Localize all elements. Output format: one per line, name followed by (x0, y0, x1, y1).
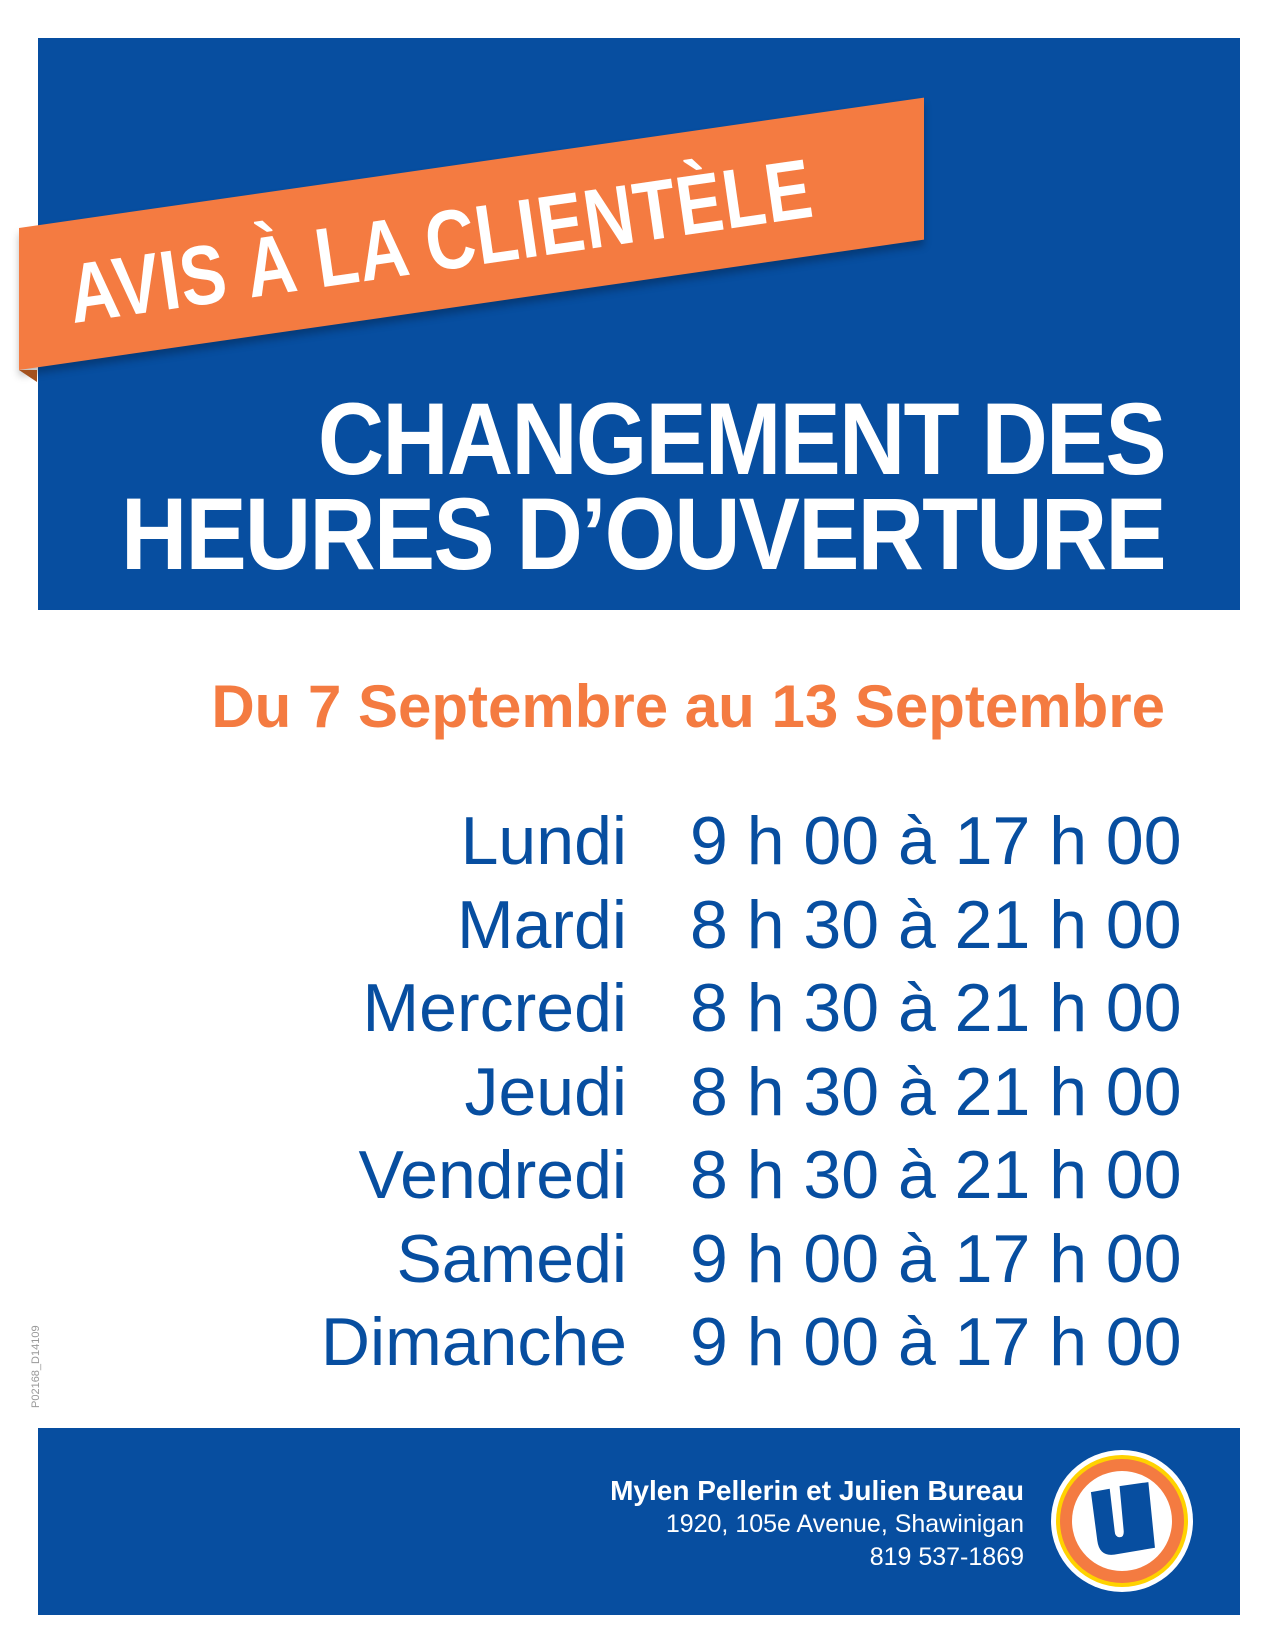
day-label: Mardi (456, 886, 627, 963)
schedule-list: Lundi 9 h 00 à 17 h 00 Mardi 8 h 30 à 21 h… (0, 800, 1275, 1385)
store-owners: Mylen Pellerin et Julien Bureau (610, 1475, 1024, 1506)
schedule-row: Samedi 9 h 00 à 17 h 00 (0, 1218, 1275, 1302)
store-logo-icon (1051, 1450, 1193, 1592)
store-phone: 819 537-1869 (869, 1543, 1024, 1571)
ribbon-fold (19, 370, 37, 382)
schedule-row: Lundi 9 h 00 à 17 h 00 (0, 800, 1275, 884)
store-address: 1920, 105e Avenue, Shawinigan (665, 1510, 1024, 1538)
schedule-row: Dimanche 9 h 00 à 17 h 00 (0, 1301, 1275, 1385)
footer-panel (38, 1428, 1240, 1615)
date-range: Du 7 Septembre au 13 Septembre (211, 673, 1165, 740)
title-line-2: HEURES D’OUVERTURE (121, 477, 1167, 591)
document-code: P02168_D14109 (30, 1325, 42, 1408)
day-label: Mercredi (362, 970, 628, 1046)
schedule-row: Jeudi 8 h 30 à 21 h 00 (0, 1051, 1275, 1135)
day-label: Dimanche (320, 1304, 627, 1380)
schedule-row: Mardi 8 h 30 à 21 h 00 (0, 884, 1275, 968)
schedule-row: Mercredi 8 h 30 à 21 h 00 (0, 967, 1275, 1051)
day-label: Jeudi (464, 1053, 627, 1130)
hours-value: 8 h 30 à 21 h 00 (690, 886, 1182, 963)
hours-value: 8 h 30 à 21 h 00 (690, 1137, 1182, 1213)
hours-value: 8 h 30 à 21 h 00 (690, 1053, 1182, 1130)
day-label: Lundi (460, 803, 627, 879)
day-label: Samedi (396, 1220, 627, 1297)
store-info: Mylen Pellerin et Julien Bureau 1920, 10… (610, 1474, 1024, 1574)
hours-value: 9 h 00 à 17 h 00 (690, 1220, 1182, 1297)
schedule-row: Vendredi 8 h 30 à 21 h 00 (0, 1134, 1275, 1218)
hours-value: 9 h 00 à 17 h 00 (690, 803, 1182, 879)
day-label: Vendredi (358, 1137, 627, 1213)
page-title: CHANGEMENT DES HEURES D’OUVERTURE (121, 382, 1167, 591)
title-line-1: CHANGEMENT DES (318, 382, 1167, 496)
hours-value: 8 h 30 à 21 h 00 (690, 970, 1182, 1046)
hours-value: 9 h 00 à 17 h 00 (690, 1304, 1182, 1380)
